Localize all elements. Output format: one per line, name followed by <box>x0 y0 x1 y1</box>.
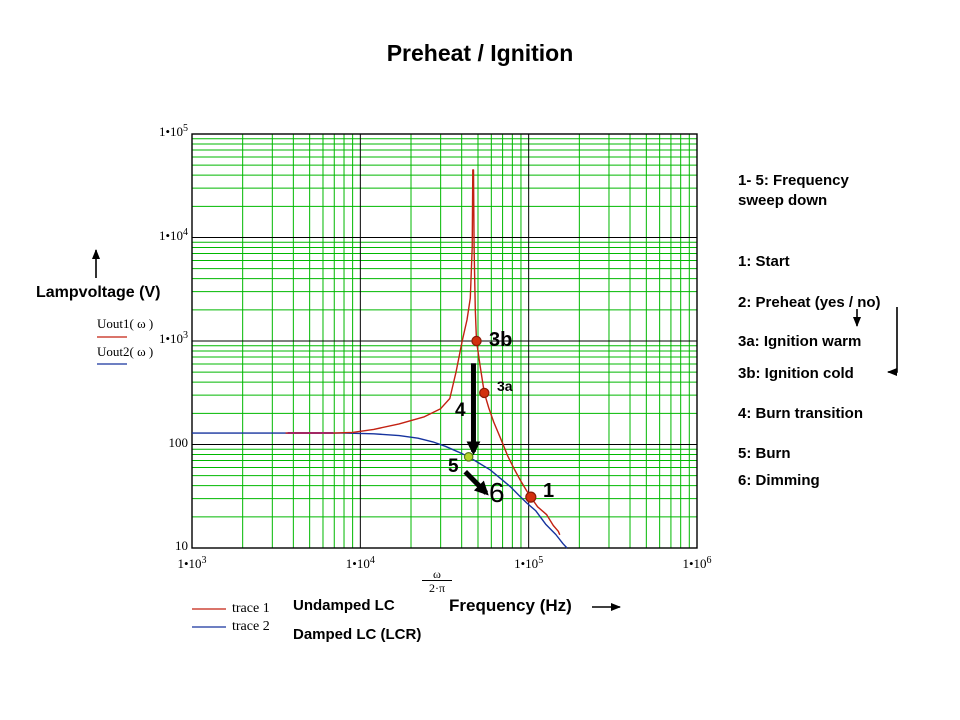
note-1-start: 1: Start <box>738 253 790 270</box>
curve-trace-2 <box>192 432 568 549</box>
marker-layer <box>463 335 537 503</box>
note-5-burn: 5: Burn <box>738 445 791 462</box>
tick-exponent: 5 <box>538 555 544 566</box>
y-axis-label: Lampvoltage (V) <box>36 284 161 301</box>
fraction-numerator: ω <box>433 567 441 581</box>
x-tick-label: 1•105 <box>514 555 544 571</box>
static-arrows <box>92 249 898 628</box>
x-axis-label: Frequency (Hz) <box>449 596 572 615</box>
point-label-3b: 3b <box>489 329 513 351</box>
page-title: Preheat / Ignition <box>386 40 574 66</box>
tick-exponent: 3 <box>201 555 207 566</box>
note-frequency-sweep: 1- 5: Frequency sweep down <box>738 172 849 209</box>
legend-series1-description: Undamped LC <box>293 597 395 614</box>
y-tick-label: 10 <box>175 538 188 553</box>
y-tick-label: 1•103 <box>158 330 188 346</box>
x-tick-label: 1•106 <box>682 555 712 571</box>
tick-exponent: 3 <box>183 330 188 341</box>
point-label-6: 6 <box>489 477 505 508</box>
arrow-6 <box>463 470 489 496</box>
point-label-4: 4 <box>455 400 466 421</box>
point-label-3a: 3a <box>497 378 513 394</box>
preheat-to-cold-arrow-icon <box>887 307 898 376</box>
curve-layer <box>192 169 568 549</box>
grid-layer <box>191 133 698 549</box>
y-axis-trace2-expression: Uout2( ω ) <box>97 344 154 359</box>
tick-exponent: 6 <box>706 555 712 566</box>
note-3b-ignition-cold: 3b: Ignition cold <box>738 365 854 382</box>
y-tick-label: 1•104 <box>158 226 188 243</box>
y-axis-trace1-expression: Uout1( ω ) <box>97 316 154 331</box>
marker-point-3b <box>471 335 482 347</box>
plot-frame <box>191 133 698 549</box>
marker-point-5 <box>463 452 474 462</box>
note-3a-ignition-warm: 3a: Ignition warm <box>738 333 862 350</box>
tick-exponent: 4 <box>369 555 375 566</box>
x-tick-label: 1•103 <box>177 555 207 571</box>
point-label-1: 1 <box>543 480 555 502</box>
legend-series2-description: Damped LC (LCR) <box>293 626 422 643</box>
point-label-5: 5 <box>448 456 459 477</box>
legend-trace1-label: trace 1 <box>232 601 270 616</box>
note-2-preheat: 2: Preheat (yes / no) <box>738 294 881 311</box>
fraction-denominator: 2·π <box>422 580 452 594</box>
x-axis-omega-fraction: ω 2·π <box>422 568 452 594</box>
marker-point-1 <box>525 491 537 503</box>
legend-trace2-label: trace 2 <box>232 619 270 634</box>
y-tick-label: 100 <box>168 434 189 450</box>
tick-exponent: 5 <box>183 123 188 134</box>
x-tick-label: 1•104 <box>345 555 375 571</box>
curve-trace-1 <box>285 169 561 536</box>
tick-exponent: 4 <box>183 226 188 238</box>
note-4-burn-transition: 4: Burn transition <box>738 405 864 422</box>
y-tick-label: 1•105 <box>158 123 188 139</box>
note-6-dimming: 6: Dimming <box>738 472 820 489</box>
marker-point-3a <box>479 387 490 399</box>
